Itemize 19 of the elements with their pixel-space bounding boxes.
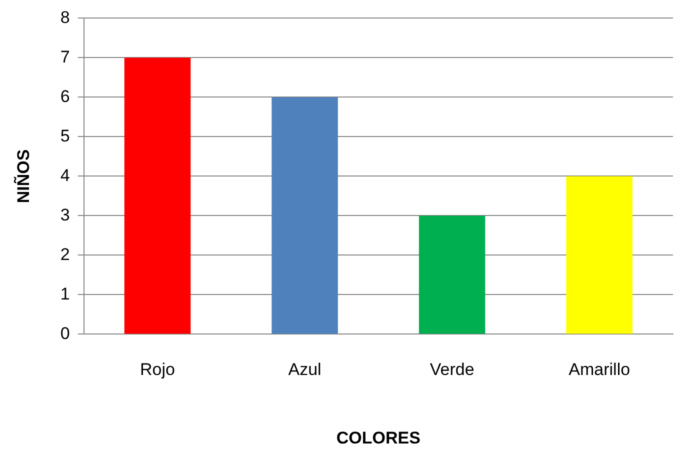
x-tick-label: Azul: [288, 360, 322, 380]
x-axis-title: COLORES: [336, 428, 420, 448]
bar: [418, 216, 486, 334]
x-tick-label: Amarillo: [568, 360, 630, 380]
x-tick-label: Rojo: [140, 360, 175, 380]
y-axis-title: NIÑOS: [12, 149, 33, 204]
y-tick-label: 1: [60, 284, 70, 304]
y-tick-label: 8: [60, 8, 70, 27]
bar: [566, 176, 632, 334]
y-tick-label: 6: [60, 86, 70, 106]
y-tick-label: 4: [60, 166, 70, 185]
bar: [124, 58, 191, 334]
y-tick-label: 3: [60, 205, 70, 224]
y-tick-label: 2: [60, 244, 70, 264]
y-tick-label: 7: [60, 47, 70, 66]
x-tick-label: Verde: [430, 360, 474, 380]
y-tick-label: 0: [60, 324, 70, 343]
bar: [272, 97, 338, 334]
y-tick-label: 5: [60, 126, 70, 146]
